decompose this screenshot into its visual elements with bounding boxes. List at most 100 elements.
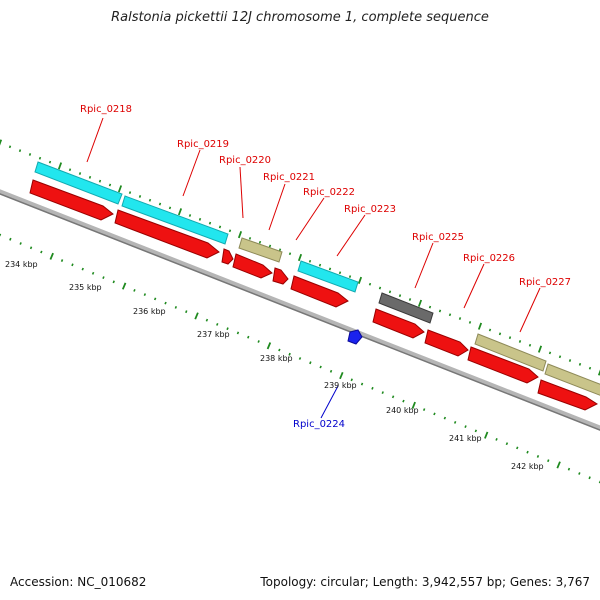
inner-ring-major-tick: [49, 252, 54, 260]
gene-label-rpic-0225[interactable]: Rpic_0225: [412, 232, 464, 243]
outer-ring-minor-tick: [48, 160, 52, 164]
inner-ring-minor-tick: [205, 318, 209, 322]
map-title: Ralstonia pickettii 12J chromosome 1, co…: [111, 10, 489, 25]
inner-ring-minor-tick: [464, 425, 467, 429]
cds-arrow-0219[interactable]: [114, 209, 220, 259]
inner-ring-minor-tick: [422, 408, 426, 412]
inner-ring-minor-tick: [360, 382, 364, 386]
outer-ring-minor-tick: [488, 328, 492, 332]
outer-ring-minor-tick: [18, 149, 22, 153]
outer-ring-minor-tick: [88, 175, 92, 179]
gene-label-rpic-0218[interactable]: Rpic_0218: [80, 104, 132, 115]
scale-label-235: 235 kbp: [69, 283, 102, 292]
gene-label-rpic-0219[interactable]: Rpic_0219: [177, 139, 229, 150]
outer-ring-major-tick: [537, 345, 543, 353]
outer-ring-major-tick: [237, 230, 243, 239]
inner-ring-minor-tick: [402, 399, 405, 403]
scale-label-240: 240 kbp: [386, 406, 419, 415]
scale-label-241: 241 kbp: [449, 434, 482, 443]
cds-arrow-0226a[interactable]: [424, 329, 469, 357]
outer-ring-minor-tick: [508, 336, 512, 340]
inner-ring-major-tick: [556, 461, 561, 469]
inner-ring-major-tick: [484, 431, 489, 439]
inner-ring-minor-tick: [391, 395, 395, 399]
cds-arrow-0227[interactable]: [537, 379, 599, 411]
outer-ring-minor-tick: [318, 263, 322, 267]
inner-ring-minor-tick: [0, 233, 2, 237]
gene-label-rpic-0226[interactable]: Rpic_0226: [463, 253, 515, 264]
gene-label-rpic-0224[interactable]: Rpic_0224: [293, 419, 345, 430]
outer-ring-minor-tick: [138, 195, 142, 198]
outer-ring-minor-tick: [98, 179, 102, 183]
inner-ring-minor-tick: [278, 348, 281, 352]
outer-ring-minor-tick: [428, 305, 432, 309]
cds-arrow-0218[interactable]: [29, 179, 114, 221]
inner-ring-minor-tick: [40, 250, 43, 254]
label-leaders: [86, 117, 541, 419]
accession-text: Accession: NC_010682: [10, 575, 147, 589]
outer-ring-minor-tick: [278, 248, 282, 252]
outer-ring-minor-tick: [588, 366, 592, 370]
cds-arrow-0225[interactable]: [372, 308, 425, 339]
outer-ring-minor-tick: [108, 183, 112, 187]
inner-ring-minor-tick: [9, 237, 12, 241]
inner-ring-minor-tick: [91, 271, 95, 275]
outer-ring-minor-tick: [458, 317, 462, 320]
inner-ring-minor-tick: [453, 420, 457, 424]
inner-ring-minor-tick: [247, 335, 250, 339]
scale-labels: 234 kbp 235 kbp 236 kbp 237 kbp 238 kbp …: [5, 260, 544, 471]
scale-label-236: 236 kbp: [133, 307, 166, 316]
outer-ring-minor-tick: [378, 286, 382, 290]
gene-label-rpic-0227[interactable]: Rpic_0227: [519, 277, 571, 288]
inner-ring-minor-tick: [381, 391, 384, 395]
inner-ring-minor-tick: [474, 429, 478, 433]
outer-ring-major-tick: [357, 276, 363, 285]
inner-ring-minor-tick: [536, 455, 540, 458]
khaki-feature-0221[interactable]: [238, 237, 283, 263]
outer-ring-minor-tick: [468, 321, 472, 324]
inner-tick-ring: [0, 233, 600, 484]
inner-ring-major-tick: [121, 282, 127, 290]
cds-arrow-0223[interactable]: [290, 275, 349, 308]
gene-label-rpic-0223[interactable]: Rpic_0223: [344, 204, 396, 215]
outer-ring-major-tick: [117, 185, 123, 193]
gene-label-rpic-0220[interactable]: Rpic_0220: [219, 155, 271, 166]
gene-label-rpic-0221[interactable]: Rpic_0221: [263, 172, 315, 183]
inner-ring-minor-tick: [164, 301, 167, 305]
inner-ring-minor-tick: [329, 369, 333, 373]
scale-label-238: 238 kbp: [260, 354, 293, 363]
inner-ring-minor-tick: [185, 310, 188, 314]
outer-ring-minor-tick: [168, 206, 172, 210]
inner-ring-minor-tick: [578, 472, 581, 475]
outer-ring-minor-tick: [308, 259, 312, 263]
cyan-feature-0218[interactable]: [34, 161, 123, 205]
cds-arrow-0222[interactable]: [272, 267, 289, 285]
gene-labels: Rpic_0218 Rpic_0219 Rpic_0220 Rpic_0221 …: [80, 104, 571, 430]
gene-label-rpic-0222[interactable]: Rpic_0222: [303, 187, 355, 198]
cds-arrow-0221[interactable]: [232, 253, 273, 279]
inner-ring-minor-tick: [133, 288, 136, 292]
cds-arrow-0226b[interactable]: [467, 346, 539, 384]
outer-ring-major-tick: [0, 139, 3, 146]
cyan-feature-0219[interactable]: [121, 195, 229, 245]
inner-ring-minor-tick: [516, 446, 519, 450]
gray-feature-0225[interactable]: [378, 292, 434, 324]
inner-ring-minor-tick: [319, 365, 322, 369]
outer-ring-minor-tick: [148, 198, 152, 202]
outer-ring-major-tick: [57, 162, 63, 170]
inner-ring-minor-tick: [216, 322, 219, 326]
inner-ring-minor-tick: [226, 327, 229, 331]
reverse-feature-0224[interactable]: [347, 329, 363, 345]
outer-ring-minor-tick: [348, 275, 352, 278]
cyan-feature-0223[interactable]: [297, 260, 359, 293]
outer-ring-minor-tick: [408, 298, 412, 301]
cds-arrow-0220[interactable]: [221, 248, 234, 265]
topology-summary: Topology: circular; Length: 3,942,557 bp…: [260, 575, 590, 589]
inner-ring-minor-tick: [19, 242, 22, 245]
outer-ring-minor-tick: [78, 172, 82, 175]
khaki-feature-0227b[interactable]: [544, 363, 600, 396]
khaki-feature-0227a[interactable]: [474, 333, 547, 372]
outer-ring-minor-tick: [448, 313, 452, 317]
outer-ring-minor-tick: [338, 271, 342, 275]
